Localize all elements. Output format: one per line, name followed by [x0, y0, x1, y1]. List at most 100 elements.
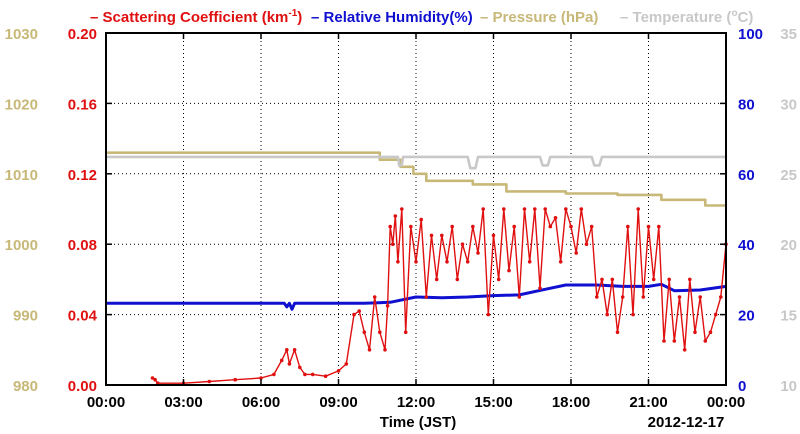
series-line-scattering: [152, 208, 727, 384]
series-line-temperature: [106, 155, 726, 170]
scattering-point: [383, 348, 387, 352]
scattering-point: [713, 312, 718, 317]
scattering-point: [476, 251, 480, 255]
scattering-point: [414, 260, 418, 264]
scattering-point: [362, 330, 367, 335]
scattering-point: [292, 348, 297, 352]
scattering-point: [378, 330, 382, 335]
scattering-point: [543, 207, 547, 211]
x-axis-label: Time (JST): [380, 414, 456, 431]
legend-item: – Temperature (oC): [620, 8, 753, 26]
humidity-tick-label: 80: [738, 96, 755, 113]
date-label: 2012-12-17: [648, 414, 725, 431]
scattering-point: [651, 277, 656, 282]
scattering-point: [688, 277, 692, 282]
scattering-point: [708, 330, 713, 335]
scattering-point: [279, 358, 284, 363]
scattering-point: [450, 224, 455, 229]
x-tick-label: 18:00: [552, 394, 590, 411]
scattering-point: [610, 277, 615, 282]
scattering-tick-label: 0.04: [68, 308, 98, 325]
x-tick-label: 21:00: [629, 394, 667, 411]
scattering-point: [491, 233, 496, 238]
temperature-tick-label: 30: [780, 96, 797, 113]
pressure-tick-label: 1000: [5, 237, 38, 254]
legend-item: – Pressure (hPa): [480, 9, 598, 26]
scattering-point: [564, 207, 568, 211]
scattering-point: [385, 304, 390, 308]
scattering-point: [440, 233, 444, 238]
scattering-point: [481, 207, 486, 211]
legend-item: – Relative Humidity(%): [311, 9, 473, 26]
scattering-point: [471, 224, 475, 229]
scattering-point: [502, 207, 506, 211]
x-tick-label: 06:00: [242, 394, 280, 411]
scattering-tick-label: 0.12: [68, 167, 97, 184]
scattering-point: [527, 260, 532, 264]
scattering-point: [626, 224, 630, 229]
scattering-point: [558, 260, 563, 264]
scattering-point: [434, 277, 439, 282]
scattering-point: [667, 277, 671, 282]
scattering-point: [595, 295, 599, 299]
temperature-tick-label: 10: [780, 378, 797, 395]
scattering-point: [150, 376, 155, 380]
scattering-point: [391, 242, 395, 246]
scattering-point: [512, 224, 516, 229]
scattering-point: [344, 362, 349, 366]
humidity-tick-label: 20: [738, 308, 755, 325]
scattering-point: [424, 295, 429, 299]
pressure-tick-label: 1010: [5, 167, 38, 184]
humidity-tick-label: 0: [738, 378, 746, 395]
scattering-point: [153, 377, 157, 382]
scattering-point: [703, 339, 708, 343]
scattering-point: [336, 369, 341, 373]
scattering-point: [507, 268, 511, 273]
pressure-tick-label: 990: [13, 308, 38, 325]
scattering-point: [553, 216, 558, 220]
scattering-point: [719, 295, 723, 299]
humidity-tick-label: 100: [738, 26, 763, 43]
scattering-point: [460, 242, 465, 246]
scattering-point: [303, 372, 307, 377]
scattering-point: [672, 339, 677, 343]
scattering-point: [574, 251, 578, 255]
axis-ticks: 00:00 03:00 06:00 09:00 12:00 15:00 18:00 21:00…: [5, 26, 797, 411]
scattering-point: [403, 330, 408, 335]
scattering-point: [272, 372, 276, 377]
scattering-point: [517, 295, 522, 299]
humidity-tick-label: 60: [738, 167, 755, 184]
series-line-humidity: [106, 282, 727, 311]
scattering-point: [445, 260, 449, 264]
scattering-point: [584, 242, 589, 246]
grid-lines: [106, 33, 726, 385]
scattering-point: [455, 277, 460, 282]
humidity-tick-label: 40: [738, 237, 755, 254]
x-tick-label: 03:00: [164, 394, 202, 411]
legend: – Scattering Coefficient (km-1) – Relativ…: [90, 8, 753, 26]
scattering-point: [298, 365, 302, 370]
x-tick-label: 15:00: [474, 394, 512, 411]
pressure-tick-label: 980: [13, 378, 38, 395]
scattering-point: [287, 362, 292, 366]
x-tick-label: 12:00: [397, 394, 435, 411]
scattering-point: [636, 207, 640, 211]
scattering-point: [641, 295, 646, 299]
scattering-point: [693, 330, 697, 335]
scattering-point: [393, 214, 398, 218]
scattering-point: [522, 207, 527, 211]
temperature-tick-label: 35: [780, 26, 797, 43]
scattering-point: [486, 312, 491, 317]
scattering-tick-label: 0.16: [68, 96, 97, 113]
series-lines: [106, 151, 728, 386]
scattering-tick-label: 0.20: [68, 26, 97, 43]
scattering-point: [419, 217, 424, 222]
scattering-point: [233, 377, 237, 382]
scattering-point: [569, 224, 573, 229]
scattering-point: [548, 224, 553, 229]
legend-item: – Scattering Coefficient (km-1): [90, 8, 302, 26]
scattering-tick-label: 0.00: [68, 378, 97, 395]
scattering-point: [259, 376, 263, 380]
scattering-tick-label: 0.08: [68, 237, 97, 254]
